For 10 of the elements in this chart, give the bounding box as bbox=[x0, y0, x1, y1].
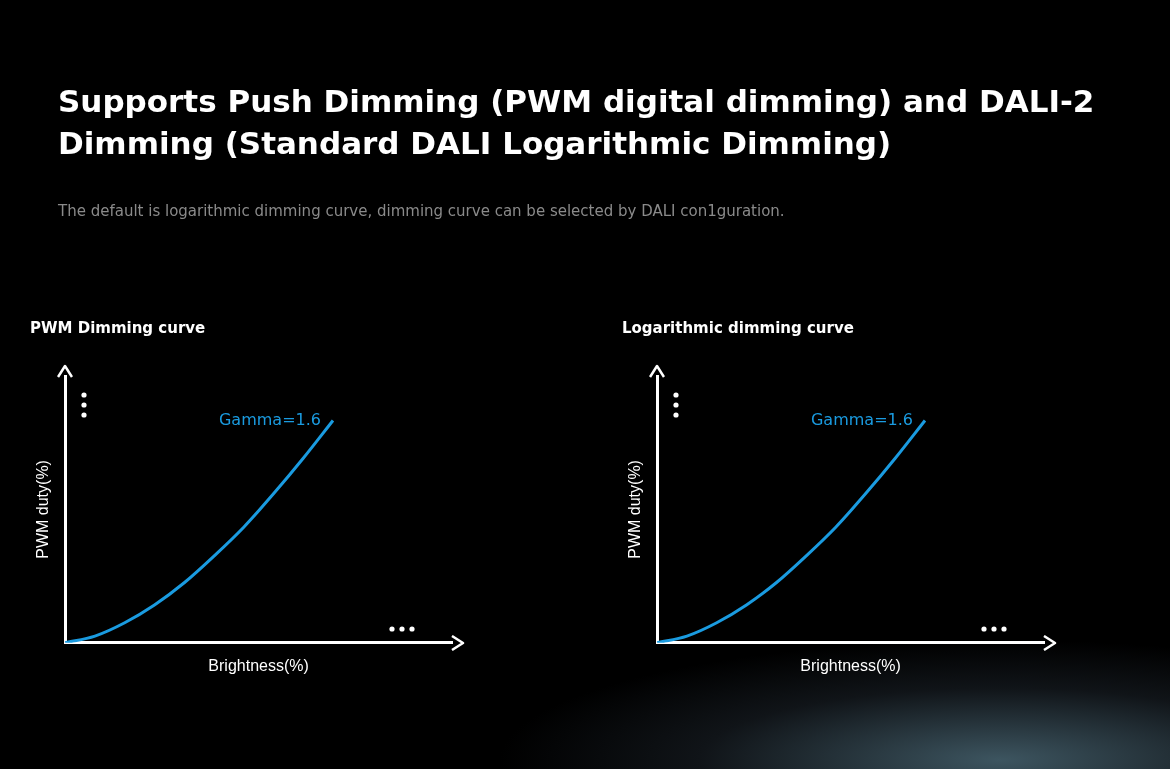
series-label: Gamma=1.6 bbox=[218, 409, 321, 429]
chart-title: PWM Dimming curve bbox=[30, 318, 206, 337]
text: The default is logarithmic dimming curve, dimming curve can be selected by DALI con1guration. bbox=[58, 202, 786, 220]
y-axis-title: PWM duty(%) bbox=[34, 460, 52, 559]
y-axis-title: PWM duty(%) bbox=[626, 460, 644, 559]
chart-title: Logarithmic dimming curve bbox=[622, 318, 854, 337]
x-axis-title: Brightness(%) bbox=[800, 656, 901, 674]
x-axis-title: Brightness(%) bbox=[208, 656, 309, 674]
series-label: Gamma=1.6 bbox=[810, 409, 913, 429]
text: Supports Push Dimming (PWM digital dimming) and DALI-2 Dimming (Standard DALI Logarithmic Dimming) bbox=[58, 82, 1096, 163]
